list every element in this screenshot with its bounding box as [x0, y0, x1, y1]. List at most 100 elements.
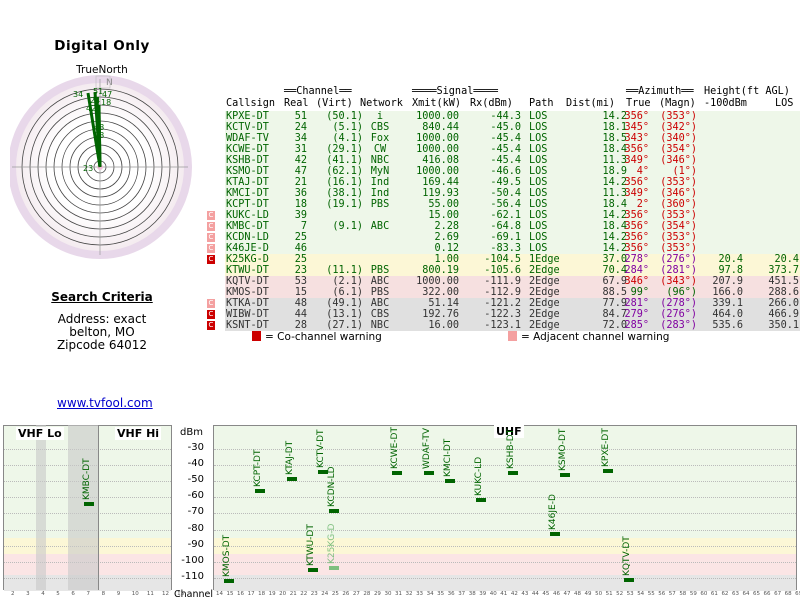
cell-true: 284°: [624, 265, 649, 276]
x-tick-label: 58: [679, 591, 687, 597]
col-header-dist: Dist(mi): [566, 98, 616, 109]
station-bar: [507, 470, 518, 475]
cell-real: 15: [294, 287, 307, 298]
table-row: KUKC-LD 39 15.00 -62.1 LOS 14.2 356° (353°): [225, 210, 800, 221]
cell-call: KPXE-DT: [226, 111, 269, 122]
address-line: belton, MO: [69, 325, 135, 339]
cell-magn: (283°): [660, 320, 697, 331]
uhf-panel: [213, 425, 797, 591]
truenorth-label: TrueNorth: [76, 64, 128, 76]
x-tick-label: 18: [258, 591, 266, 597]
x-tick-label: 52: [616, 591, 624, 597]
station-bar: [392, 470, 402, 475]
cell-path: LOS: [529, 199, 548, 210]
y-tick-label: -30: [187, 442, 204, 453]
cell-real: 53: [294, 276, 307, 287]
x-tick-label: 51: [605, 591, 613, 597]
x-tick-label: 9: [116, 591, 121, 597]
x-tick-label: 47: [563, 591, 571, 597]
cell-true: 4°: [636, 166, 649, 177]
vhf-gap: [68, 425, 98, 590]
cell-dist: 18.5: [602, 133, 627, 144]
x-tick-label: 29: [373, 591, 381, 597]
x-tick-label: 30: [384, 591, 392, 597]
cell-magn: (276°): [660, 309, 697, 320]
cell-real: 44: [294, 309, 307, 320]
x-tick-label: 43: [521, 591, 529, 597]
cell-rx: -104.5: [484, 254, 521, 265]
cell-true: 279°: [624, 309, 649, 320]
cell-los: 20.4: [774, 254, 799, 265]
cell-xmit: 192.76: [422, 309, 459, 320]
x-tick-label: 23: [310, 591, 318, 597]
cell-true: 356°: [624, 243, 649, 254]
compass-label: 23: [83, 164, 93, 173]
cell-dist: 14.2: [602, 111, 627, 122]
cell-los: 373.7: [768, 265, 799, 276]
cell-real: 39: [294, 210, 307, 221]
cell-dist: 14.2: [602, 243, 627, 254]
cell-net: Fox: [370, 133, 390, 144]
cell-real: 28: [294, 320, 307, 331]
cell-real: 36: [294, 188, 307, 199]
y-tick-label: -50: [187, 474, 204, 486]
x-tick-label: 54: [637, 591, 645, 597]
cell-virt: (38.1): [326, 188, 363, 199]
x-tick-label: 36: [447, 591, 455, 597]
cell-magn: (340°): [660, 133, 697, 144]
gridline: [214, 513, 796, 515]
x-tick-label: 44: [531, 591, 539, 597]
cell-magn: (354°): [660, 221, 697, 232]
table-row: KCWE-DT 31 (29.1) CW 1000.00 -45.4 LOS 18.4 356°…: [225, 144, 800, 155]
gridline: [214, 481, 796, 483]
cell-real: 25: [294, 254, 307, 265]
x-tick-label: 2: [11, 591, 15, 597]
table-row: KPXE-DT 51 (50.1) i 1000.00 -44.3 LOS 14.2 356° (…: [225, 111, 800, 122]
x-tick-label: 26: [342, 591, 350, 597]
cell-dist: 11.3: [602, 155, 627, 166]
address-line: Address: exact: [57, 312, 147, 326]
y-tick-label: -110: [181, 570, 204, 582]
cell-path: LOS: [529, 210, 548, 221]
azimuth-compass: N 34 51 47 24 42 18 48 28 23: [10, 75, 192, 259]
cell-true: 278°: [624, 254, 649, 265]
cell-xmit: 1000.00: [416, 111, 459, 122]
station-bar: [318, 470, 329, 475]
cell-virt: (49.1): [326, 298, 363, 309]
cell-dist: 77.9: [602, 298, 627, 309]
cell-virt: (50.1): [326, 111, 363, 122]
cell-dist: 67.9: [602, 276, 627, 287]
adjacent-channel-swatch: [508, 331, 517, 341]
cell-h100: 339.1: [712, 298, 743, 309]
cell-magn: (276°): [660, 254, 697, 265]
x-tick-label: 41: [500, 591, 508, 597]
cell-path: 2Edge: [529, 287, 560, 298]
station-label: KUKC-LD: [474, 456, 485, 496]
station-bar: [444, 478, 455, 483]
cell-h100: 207.9: [712, 276, 743, 287]
cell-net: ABC: [370, 276, 390, 287]
cell-magn: (342°): [660, 122, 697, 133]
x-tick-label: 24: [321, 591, 329, 597]
co-channel-warning-icon: C: [207, 310, 215, 319]
compass-label: 24: [90, 96, 100, 105]
cell-xmit: 840.44: [422, 122, 459, 133]
cell-path: LOS: [529, 177, 548, 188]
x-tick-label: 3: [26, 591, 30, 597]
cell-virt: (19.1): [326, 199, 363, 210]
cell-path: 2Edge: [529, 309, 560, 320]
cell-dist: 37.0: [602, 254, 627, 265]
x-tick-label: 22: [300, 591, 308, 597]
gridline: [214, 449, 796, 450]
cell-true: 349°: [624, 188, 649, 199]
cell-real: 51: [294, 111, 307, 122]
search-criteria-title: Search Criteria: [51, 290, 153, 304]
gridline: [214, 465, 796, 467]
table-row: KMBC-DT 7 (9.1) ABC 2.28 -64.8 LOS 18.4 356° (354…: [225, 221, 800, 232]
cell-virt: (41.1): [326, 155, 363, 166]
tvfool-link[interactable]: www.tvfool.com: [57, 396, 153, 410]
cell-path: LOS: [529, 111, 548, 122]
cell-call: WDAF-TV: [226, 133, 269, 144]
x-tick-label: 42: [510, 591, 518, 597]
x-tick-label: 60: [700, 591, 708, 597]
